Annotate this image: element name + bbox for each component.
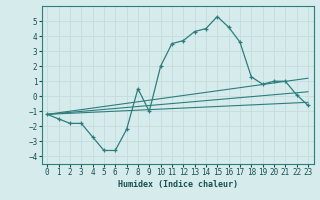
X-axis label: Humidex (Indice chaleur): Humidex (Indice chaleur) <box>118 180 237 189</box>
